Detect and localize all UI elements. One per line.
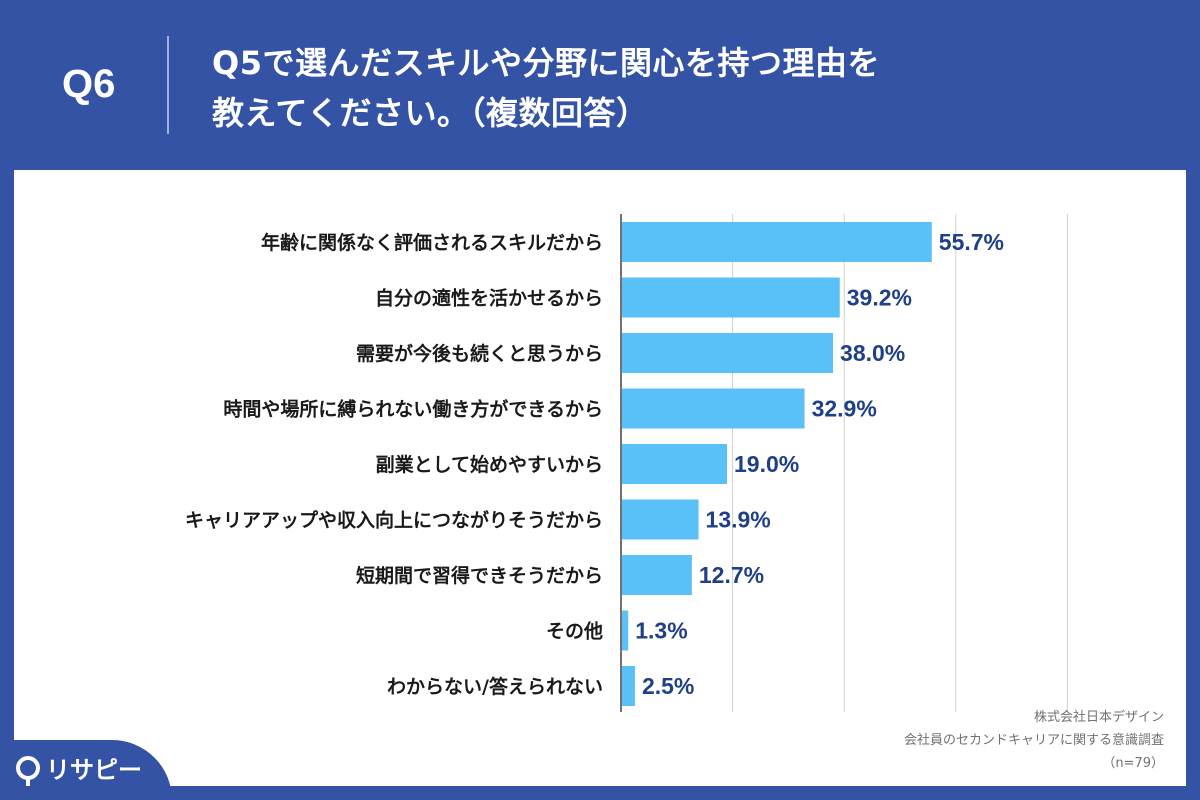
question-title: Q5で選んだスキルや分野に関心を持つ理由を 教えてください。（複数回答）: [212, 38, 880, 138]
chart-panel: [14, 170, 1186, 786]
bar: [622, 277, 840, 318]
brand-logo: リサピー: [16, 750, 142, 786]
category-label: わからない/答えられない: [387, 675, 603, 698]
bar: [622, 499, 699, 540]
value-label: 39.2%: [847, 285, 912, 311]
value-label: 19.0%: [734, 451, 799, 477]
logo-text: リサピー: [46, 756, 142, 784]
category-label: キャリアアップや収入向上につながりそうだから: [185, 509, 603, 532]
category-label: 自分の適性を活かせるから: [375, 287, 603, 310]
value-label: 38.0%: [840, 340, 905, 366]
value-label: 55.7%: [939, 229, 1004, 255]
question-number: Q6: [62, 62, 116, 106]
bar: [622, 222, 932, 262]
value-label: 13.9%: [706, 507, 771, 533]
bar: [622, 555, 692, 595]
value-label: 1.3%: [635, 618, 687, 644]
source-note: 株式会社日本デザイン 会社員のセカンドキャリアに関する意識調査 （n=79）: [904, 706, 1164, 775]
category-label: その他: [546, 620, 603, 643]
category-label: 副業として始めやすいから: [376, 453, 603, 476]
bar: [622, 666, 635, 706]
bar: [622, 444, 728, 484]
value-label: 32.9%: [812, 396, 877, 422]
source-survey: 会社員のセカンドキャリアに関する意識調査: [903, 733, 1164, 748]
value-label: 2.5%: [642, 673, 694, 699]
bar: [622, 610, 629, 651]
question-title-line-2: 教えてください。（複数回答）: [212, 94, 649, 132]
question-title-line-1: Q5で選んだスキルや分野に関心を持つ理由を: [212, 44, 880, 82]
header-divider: [167, 36, 169, 134]
source-company: 株式会社日本デザイン: [1033, 710, 1164, 725]
category-label: 時間や場所に縛られない働き方ができるから: [223, 398, 603, 421]
value-label: 12.7%: [699, 562, 764, 588]
logo-pin-icon: [16, 755, 40, 786]
source-sample: （n=79）: [1102, 756, 1164, 771]
category-label: 年齢に関係なく評価されるスキルだから: [261, 231, 603, 254]
bar: [622, 388, 805, 429]
category-label: 短期間で習得できそうだから: [356, 564, 603, 587]
bar: [622, 333, 834, 373]
category-label: 需要が今後も続くと思うから: [356, 342, 603, 365]
